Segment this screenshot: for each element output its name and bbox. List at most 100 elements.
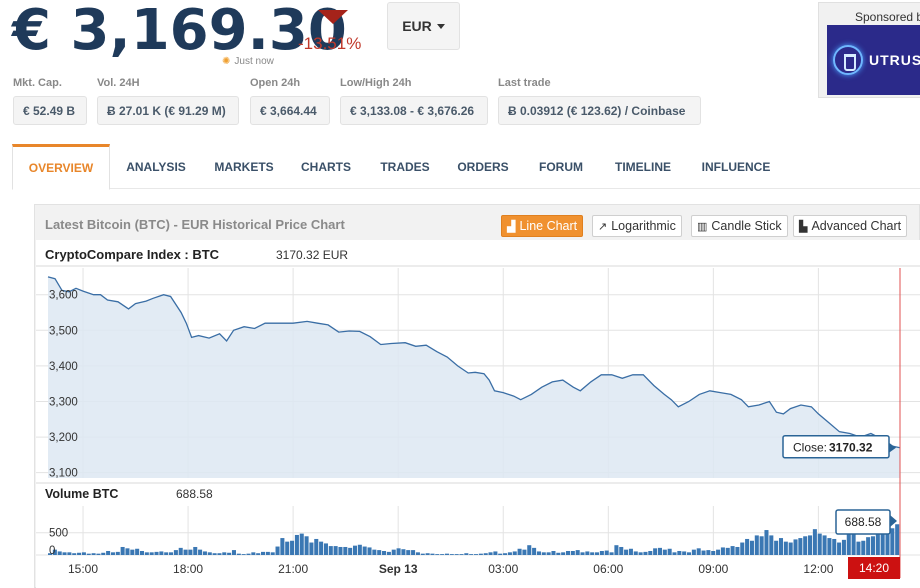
volume-bar (120, 546, 125, 555)
price-y-tick-label: 3,400 (49, 361, 78, 373)
volume-bar (241, 554, 246, 555)
volume-bar (328, 546, 333, 555)
volume-bar (880, 531, 885, 555)
volume-chart-title: Volume BTC (45, 487, 118, 501)
volume-bar (333, 546, 338, 555)
tab-overview[interactable]: OVERVIEW (12, 144, 110, 190)
volume-bar (604, 550, 609, 555)
sponsor-ad[interactable]: Sponsored by UTRUST (818, 2, 920, 98)
volume-bar (101, 552, 106, 555)
volume-bar (125, 548, 130, 555)
volume-bar (503, 553, 508, 555)
stat-value-low-high: € 3,133.08 - € 3,676.26 (340, 96, 488, 125)
volume-bar (415, 552, 420, 555)
volume-y-tick-label: 0 (49, 545, 55, 557)
tab-charts[interactable]: CHARTS (301, 159, 351, 174)
volume-bar (657, 547, 662, 555)
line-chart-button[interactable]: ▟ Line Chart (501, 215, 584, 237)
volume-bar (202, 551, 207, 555)
volume-bar (740, 542, 745, 555)
tab-timeline[interactable]: TIMELINE (615, 159, 671, 174)
volume-bar (682, 551, 687, 555)
volume-bar (251, 552, 256, 555)
volume-bar (357, 544, 362, 555)
advanced-chart-label: Advanced Chart (811, 219, 902, 233)
volume-bar (469, 554, 474, 555)
volume-bar (570, 550, 575, 555)
volume-bar (522, 549, 527, 555)
volume-bar (812, 529, 817, 555)
volume-bar (67, 552, 72, 555)
price-area-fill (48, 276, 900, 478)
volume-bar (173, 550, 178, 555)
volume-bar (444, 553, 449, 555)
volume-bar (256, 553, 261, 555)
tab-orders[interactable]: ORDERS (457, 159, 509, 174)
volume-bar (575, 550, 580, 555)
x-tick-label: 18:00 (173, 562, 203, 576)
volume-bar (585, 551, 590, 555)
volume-bar (188, 549, 193, 555)
volume-bar (672, 552, 677, 555)
volume-bar (367, 547, 372, 555)
volume-bar (420, 553, 425, 555)
volume-bar (774, 540, 779, 555)
volume-bar (788, 542, 793, 555)
sponsor-banner[interactable]: UTRUST (827, 25, 920, 95)
volume-bar (532, 547, 537, 555)
volume-bar (837, 542, 842, 555)
volume-bar (377, 550, 382, 555)
volume-bar (52, 549, 57, 555)
update-status: ✺ Just now (222, 56, 274, 67)
volume-bar (106, 550, 111, 555)
x-tick-label: 15:00 (68, 562, 98, 576)
logarithmic-button[interactable]: ↗ Logarithmic (592, 215, 682, 237)
price-y-tick-label: 3,300 (49, 396, 78, 408)
price-series-line (47, 276, 901, 449)
candle-stick-button[interactable]: ▥ Candle Stick (691, 215, 788, 237)
volume-bar (246, 553, 251, 555)
tab-forum[interactable]: FORUM (539, 159, 583, 174)
volume-bar (633, 551, 638, 555)
volume-bar (628, 548, 633, 555)
volume-bar (352, 545, 358, 555)
stat-label-mkt-cap: Mkt. Cap. (13, 77, 62, 89)
volume-bar (411, 550, 416, 555)
tab-influence[interactable]: INFLUENCE (701, 159, 771, 174)
volume-bar (827, 538, 832, 555)
volume-bar (851, 531, 856, 555)
logarithmic-label: Logarithmic (611, 219, 676, 233)
volume-bar (769, 535, 774, 555)
advanced-chart-button[interactable]: ▙ Advanced Chart (793, 215, 908, 237)
volume-bar (401, 549, 406, 555)
stat-value-mkt-cap: € 52.49 B (13, 96, 87, 125)
price-down-arrow-icon (318, 10, 348, 24)
currency-dropdown[interactable]: EUR (387, 2, 460, 50)
tab-markets[interactable]: MARKETS (214, 159, 274, 174)
volume-bar (822, 535, 827, 555)
volume-bar (265, 551, 270, 555)
volume-bar (396, 548, 401, 555)
tab-analysis[interactable]: ANALYSIS (126, 159, 186, 174)
price-chart-title: CryptoCompare Index : BTC (45, 247, 220, 262)
volume-bar (493, 551, 498, 555)
volume-bar (648, 550, 653, 555)
volume-bar (139, 550, 145, 555)
volume-bar (323, 543, 328, 555)
tab-trades[interactable]: TRADES (380, 159, 430, 174)
volume-bar (517, 548, 522, 555)
volume-bar (541, 552, 546, 555)
volume-bar (382, 550, 387, 555)
volume-bar (91, 553, 96, 555)
volume-bar (687, 552, 692, 555)
stat-value-volume: Ƀ 27.01 K (€ 91.29 M) (97, 96, 239, 125)
volume-bar (561, 552, 566, 555)
volume-bar (304, 536, 309, 555)
volume-bar (130, 549, 135, 555)
volume-bar (449, 554, 454, 555)
volume-bar (614, 545, 619, 555)
price-y-tick-label: 3,200 (49, 432, 78, 444)
stat-value-last-trade: Ƀ 0.03912 (€ 123.62) / Coinbase (498, 96, 701, 125)
volume-bar (706, 550, 711, 555)
